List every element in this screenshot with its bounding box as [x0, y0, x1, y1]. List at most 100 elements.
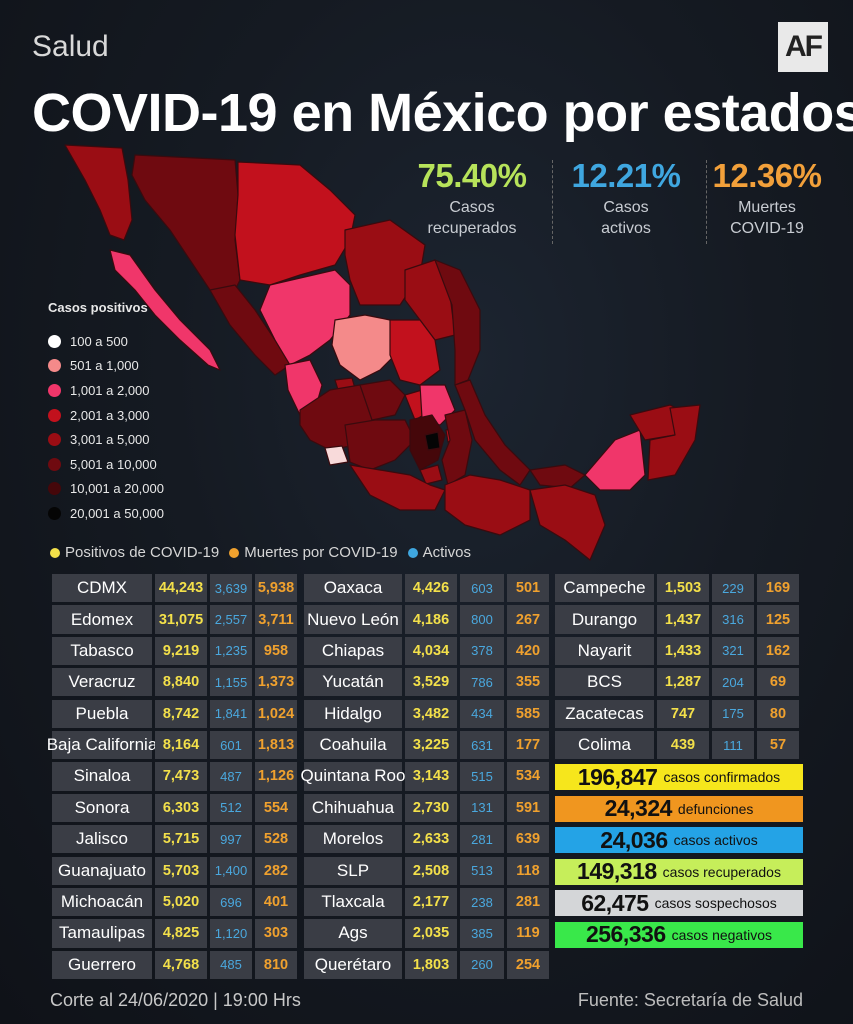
- state-quintana-roo: [647, 404, 701, 481]
- legend-dot: [48, 457, 61, 471]
- state-name: Guanajuato: [52, 856, 152, 885]
- positive-cases: 8,840: [155, 668, 207, 697]
- active-cases: 3,639: [210, 574, 252, 603]
- legend-dot: [48, 482, 61, 496]
- deaths: 534: [507, 762, 549, 791]
- state-chihuahua: [234, 161, 356, 286]
- table-row: Ags 2,035 385 119: [304, 919, 552, 948]
- state-puebla: [441, 409, 473, 486]
- legend-dot: [48, 334, 61, 348]
- state-name: Sonora: [52, 793, 152, 823]
- states-table-col-2: Oaxaca 4,426 603 501 Nuevo León 4,186 800 267 Ch…: [301, 574, 552, 982]
- positive-cases: 4,768: [155, 950, 207, 979]
- deaths: 501: [507, 574, 549, 603]
- positive-cases: 7,473: [155, 762, 207, 791]
- active-cases: 485: [210, 950, 252, 979]
- state-name: Ags: [304, 919, 402, 948]
- legend-item: 1,001 a 2,000: [48, 378, 164, 403]
- state-name: Chiapas: [304, 636, 402, 666]
- stat-deaths: 12.36% Muertes COVID-19: [697, 157, 837, 239]
- state-name: Querétaro: [304, 950, 402, 979]
- deaths: 118: [507, 856, 549, 885]
- stat-recovered-value: 75.40%: [417, 157, 527, 194]
- positive-cases: 4,426: [405, 574, 457, 603]
- deaths: 585: [507, 699, 549, 728]
- stat-recovered-label-2: recuperados: [427, 220, 517, 237]
- total-deaths: 24,324 defunciones: [555, 795, 803, 822]
- total-label: casos confirmados: [663, 769, 781, 785]
- deaths: 303: [255, 919, 297, 948]
- table-row: Coahuila 3,225 631 177: [304, 730, 552, 760]
- table-row: Querétaro 1,803 260 254: [304, 950, 552, 979]
- active-cases: 603: [460, 574, 504, 603]
- positive-cases: 2,508: [405, 856, 457, 885]
- legend-label: 3,001 a 5,000: [70, 432, 150, 448]
- state-name: Nayarit: [555, 636, 654, 666]
- active-cases: 1,235: [210, 636, 252, 666]
- legend-item: 10,001 a 20,000: [48, 477, 164, 502]
- state-guanajuato: [359, 379, 406, 421]
- table-row: Morelos 2,633 281 639: [304, 825, 552, 854]
- active-cases: 601: [210, 730, 252, 760]
- state-name: Tabasco: [52, 636, 152, 666]
- stat-recovered: 75.40% Casos recuperados: [402, 157, 542, 239]
- state-durango: [259, 269, 351, 366]
- active-cases: 281: [460, 825, 504, 854]
- state-name: Tlaxcala: [304, 887, 402, 917]
- legend-label: 100 a 500: [70, 333, 128, 349]
- positive-cases: 1,503: [657, 574, 709, 603]
- state-name: Edomex: [52, 605, 152, 634]
- state-name: CDMX: [52, 574, 152, 603]
- legend-dot: [48, 506, 61, 520]
- active-cases: 515: [460, 762, 504, 791]
- active-cases: 385: [460, 919, 504, 948]
- state-name: Colima: [555, 730, 654, 760]
- positive-cases: 8,742: [155, 699, 207, 728]
- state-zacatecas: [331, 314, 401, 381]
- table-row: Tlaxcala 2,177 238 281: [304, 887, 552, 917]
- total-label: casos activos: [673, 832, 758, 848]
- deaths: 282: [255, 856, 297, 885]
- state-name: Zacatecas: [555, 699, 654, 728]
- total-value: 24,324: [604, 795, 673, 821]
- active-cases: 175: [712, 699, 754, 728]
- table-row: Puebla 8,742 1,841 1,024: [52, 699, 300, 728]
- state-name: Quintana Roo: [301, 762, 405, 791]
- active-cases: 260: [460, 950, 504, 979]
- active-cases: 2,557: [210, 605, 252, 634]
- state-name: Chihuahua: [304, 793, 402, 823]
- positive-cases: 2,633: [405, 825, 457, 854]
- deaths: 5,938: [255, 574, 297, 603]
- stat-divider: [552, 160, 553, 244]
- positive-cases: 6,303: [155, 793, 207, 823]
- total-label: defunciones: [677, 800, 754, 817]
- table-row: Veracruz 8,840 1,155 1,373: [52, 668, 300, 697]
- positive-cases: 8,164: [155, 730, 207, 760]
- positive-cases: 44,243: [155, 574, 207, 603]
- total-value: 24,036: [600, 826, 668, 853]
- key-dot: [229, 547, 240, 558]
- state-name: Hidalgo: [304, 699, 402, 728]
- positive-cases: 1,803: [405, 950, 457, 979]
- state-name: SLP: [304, 856, 402, 885]
- active-cases: 434: [460, 699, 504, 728]
- deaths: 162: [757, 636, 799, 666]
- state-name: Sinaloa: [52, 762, 152, 791]
- legend-item: 2,001 a 3,000: [48, 403, 164, 428]
- state-name: Tamaulipas: [52, 919, 152, 948]
- positive-cases: 3,225: [405, 730, 457, 760]
- legend-label: 501 a 1,000: [70, 358, 139, 374]
- state-oaxaca: [444, 474, 531, 536]
- active-cases: 378: [460, 636, 504, 666]
- state-colima: [324, 445, 349, 466]
- active-cases: 487: [210, 762, 252, 791]
- key-label: Activos: [422, 544, 471, 561]
- state-campeche: [584, 429, 646, 491]
- deaths: 169: [757, 574, 799, 603]
- state-name: Morelos: [304, 825, 402, 854]
- deaths: 69: [757, 668, 799, 697]
- legend-label: 2,001 a 3,000: [70, 407, 150, 423]
- af-logo: AF: [778, 22, 828, 72]
- state-michoacan: [344, 419, 416, 471]
- legend-dot: [48, 359, 61, 373]
